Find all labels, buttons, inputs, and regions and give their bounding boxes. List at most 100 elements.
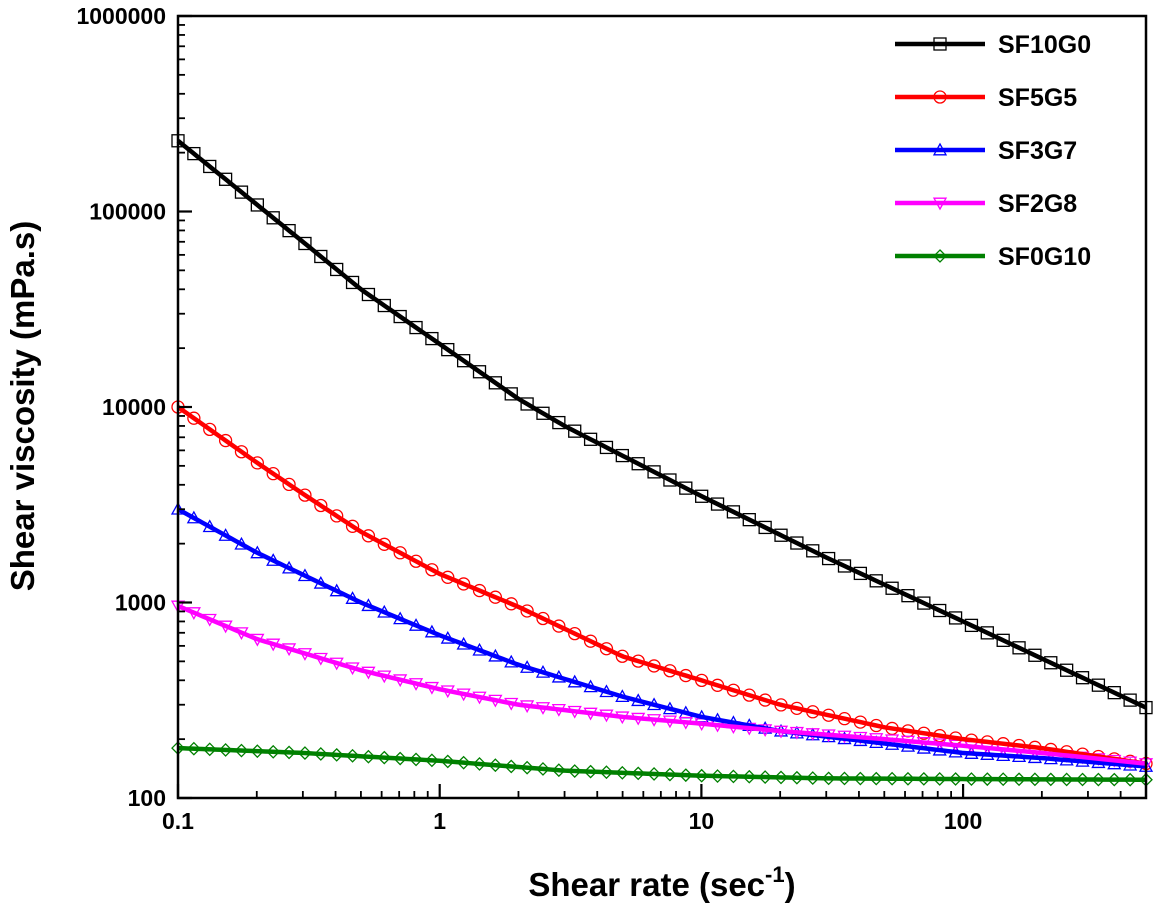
series-sf10g0-point xyxy=(917,596,931,610)
series-sf10g0-point xyxy=(472,365,487,379)
series-sf10g0-line xyxy=(176,139,1147,710)
x-tick-label: 1 xyxy=(433,808,446,834)
series-sf10g0-point xyxy=(948,611,963,625)
series-sf10g0-point xyxy=(790,536,804,550)
series-sf5g5-point xyxy=(425,563,439,577)
series-sf10g0-point xyxy=(821,551,836,566)
series-sf10g0-point xyxy=(980,626,994,640)
legend-label: SF5G5 xyxy=(998,84,1077,112)
series-sf10g0-point xyxy=(647,465,661,479)
legend: SF10G0 SF5G5 SF3G7 SF2G8 SF0G10 xyxy=(895,31,1091,271)
series-sf10g0-point xyxy=(298,236,312,251)
series-sf5g5-point xyxy=(456,577,471,591)
series-sf5g5-point xyxy=(599,642,614,656)
legend-marker xyxy=(933,37,947,51)
series-sf10g0-point xyxy=(377,298,391,313)
series-sf10g0-point xyxy=(964,618,979,633)
series-sf10g0-point xyxy=(1028,648,1042,662)
y-tick-label: 100 xyxy=(128,785,166,811)
series-sf5g5-point xyxy=(504,597,518,611)
series-sf10g0-point xyxy=(345,275,360,290)
series-sf10g0-point xyxy=(996,633,1010,647)
x-axis-title-superscript: -1 xyxy=(765,862,785,887)
series-sf10g0-point xyxy=(393,309,407,324)
series-sf10g0-point xyxy=(1060,663,1074,677)
legend-marker xyxy=(932,142,948,156)
series-sf5g5-markers xyxy=(171,400,1153,771)
series-sf0g10-line xyxy=(177,745,1147,782)
data-markers xyxy=(170,134,1154,787)
series-sf5g5-point xyxy=(314,498,328,513)
series-sf5g5-point xyxy=(218,433,233,448)
series-sf10g0-point xyxy=(218,172,233,186)
series-sf10g0-point xyxy=(806,544,820,558)
series-sf10g0-point xyxy=(488,376,503,390)
series-sf10g0-point xyxy=(1012,641,1026,655)
series-sf3g7-markers xyxy=(170,501,1154,772)
series-sf10g0-point xyxy=(552,415,566,430)
series-sf10g0-point xyxy=(869,574,883,588)
series-sf10g0-point xyxy=(885,581,899,595)
series-sf10g0-point xyxy=(568,424,582,438)
legend-item-sf3g7: SF3G7 xyxy=(895,137,1077,165)
x-axis-title-suffix: ) xyxy=(785,866,796,903)
series-sf10g0-point xyxy=(361,287,376,302)
ticks: 0.1 1 10 100 100 1000 10000 100000 1000000 xyxy=(76,3,1147,834)
series-sf5g5-point xyxy=(330,509,344,523)
plot-frame xyxy=(176,14,1148,800)
series-sf5g5-point xyxy=(552,619,566,633)
y-tick-label: 1000000 xyxy=(76,3,166,29)
series-sf10g0-point xyxy=(282,223,296,238)
series-sf10g0-point xyxy=(456,354,471,368)
legend-item-sf10g0: SF10G0 xyxy=(895,31,1091,59)
series-sf10g0-point xyxy=(250,198,264,212)
y-tick-label: 10000 xyxy=(102,394,166,420)
series-sf10g0-point xyxy=(234,185,249,199)
series-sf10g0-point xyxy=(520,397,534,411)
series-sf10g0-point xyxy=(1123,693,1137,707)
series-sf5g5-point xyxy=(488,590,503,604)
series-sf10g0-point xyxy=(1091,678,1106,692)
series-sf10g0-point xyxy=(1044,656,1058,670)
series-sf5g5-point xyxy=(583,634,598,648)
series-sf5g5-point xyxy=(234,445,249,459)
series-sf5g5-point xyxy=(282,477,296,492)
series-sf10g0-point xyxy=(726,505,741,519)
series-sf5g5-point xyxy=(472,583,487,598)
legend-label: SF2G8 xyxy=(998,190,1077,218)
series-sf5g5-point xyxy=(187,411,201,425)
series-sf10g0-point xyxy=(266,211,280,225)
series-sf10g0-point xyxy=(203,159,217,174)
series-sf10g0-point xyxy=(933,603,947,618)
series-sf10g0-point xyxy=(679,481,693,495)
x-axis-title: Shear rate (sec-1) xyxy=(528,862,795,903)
x-tick-label: 0.1 xyxy=(162,808,194,834)
series-sf10g0-point xyxy=(901,589,915,603)
series-sf10g0-point xyxy=(631,457,645,471)
series-sf10g0-point xyxy=(441,342,455,357)
legend-item-sf5g5: SF5G5 xyxy=(895,84,1077,112)
series-sf5g5-point xyxy=(345,519,360,533)
series-sf5g5-point xyxy=(250,456,264,470)
legend-item-sf2g8: SF2G8 xyxy=(895,190,1077,218)
y-tick-label: 1000 xyxy=(115,590,166,616)
series-sf10g0-point xyxy=(1107,686,1121,700)
y-tick-label: 100000 xyxy=(89,199,166,225)
y-axis-title: Shear viscosity (mPa.s) xyxy=(4,221,41,592)
series-sf10g0-point xyxy=(853,566,868,581)
x-tick-label: 10 xyxy=(689,808,715,834)
series-sf10g0-point xyxy=(536,406,550,420)
series-sf5g5-point xyxy=(361,529,376,543)
x-tick-label: 100 xyxy=(944,808,982,834)
series-sf3g7-line xyxy=(176,507,1147,769)
series-sf10g0-point xyxy=(504,387,518,401)
series-sf10g0-point xyxy=(742,513,756,527)
series-sf5g5-point xyxy=(441,570,455,584)
series-sf5g5-point xyxy=(409,554,423,568)
legend-marker xyxy=(932,197,948,211)
series-sf10g0-point xyxy=(695,489,709,503)
series-sf10g0-point xyxy=(663,473,677,487)
legend-marker xyxy=(933,249,947,263)
legend-label: SF3G7 xyxy=(998,137,1077,165)
